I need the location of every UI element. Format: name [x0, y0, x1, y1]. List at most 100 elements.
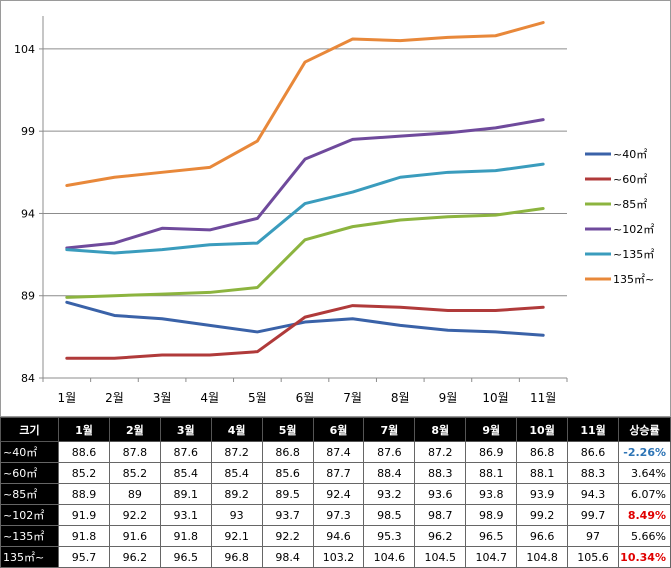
table-cell: 93.9 — [516, 483, 569, 505]
table-header-cell: 상승률 — [618, 417, 671, 442]
table-header-cell: 크기 — [0, 417, 59, 442]
table-header-cell: 1월 — [58, 417, 110, 442]
x-tick-label: 5월 — [248, 391, 267, 405]
table-cell: 85.4 — [210, 462, 263, 484]
table-cell: 87.8 — [108, 441, 161, 463]
table-header-row: 크기 1월 2월 3월 4월 5월 6월 7월 8월 9월 10월 11월 상승률 — [0, 417, 671, 442]
line-chart: 84 89 94 99 104 1월 2월 3월 4월 5월 6월 7월 8월 9월 10월 11월 ~40㎡ ~… — [0, 0, 671, 417]
table-cell: 86.9 — [465, 441, 518, 463]
x-tick-label: 9월 — [439, 391, 458, 405]
x-tick-label: 8월 — [391, 391, 410, 405]
y-tick-label: 89 — [21, 290, 35, 303]
table-row-label: 135㎡~ — [0, 546, 59, 568]
x-tick-label: 2월 — [105, 391, 124, 405]
table-cell: 104.5 — [414, 546, 467, 568]
table-cell: 89.5 — [261, 483, 314, 505]
table-cell: 95.3 — [363, 525, 416, 547]
table-header-cell: 9월 — [465, 417, 518, 442]
series-line-1 — [65, 304, 545, 360]
table-cell: 95.7 — [58, 546, 110, 568]
table-cell: 93.6 — [414, 483, 467, 505]
legend-label-0: ~40㎡ — [613, 148, 647, 161]
table-rate-cell: 3.64% — [618, 462, 671, 484]
table-cell: 91.6 — [108, 525, 161, 547]
table-row: ~40㎡ 88.6 87.8 87.6 87.2 86.8 87.4 87.6 87.2 86.9… — [0, 441, 671, 463]
table-header-cell: 8월 — [414, 417, 467, 442]
table-row: ~135㎡ 91.8 91.6 91.8 92.1 92.2 94.6 95.3 96.2 96.… — [0, 525, 671, 547]
table-cell: 94.6 — [312, 525, 365, 547]
series-line-2 — [65, 207, 545, 299]
legend-label-2: ~85㎡ — [613, 198, 647, 211]
table-cell: 87.2 — [414, 441, 467, 463]
table-cell: 93.8 — [465, 483, 518, 505]
table-cell: 92.2 — [108, 504, 161, 526]
table-row: ~85㎡ 88.9 89 89.1 89.2 89.5 92.4 93.2 93.6 93.8 93… — [0, 483, 671, 505]
table-rate-cell: -2.26% — [618, 441, 671, 463]
legend-label-5: 135㎡~ — [613, 273, 654, 286]
table-row: 135㎡~ 95.7 96.2 96.5 96.8 98.4 103.2 104.6 104.5… — [0, 546, 671, 568]
y-tick-label: 94 — [21, 207, 35, 220]
table-rate-cell: 8.49% — [618, 504, 671, 526]
table-cell: 85.2 — [108, 462, 161, 484]
table-cell: 98.4 — [261, 546, 314, 568]
table-cell: 88.3 — [414, 462, 467, 484]
table-header-cell: 10월 — [516, 417, 569, 442]
table-cell: 87.6 — [363, 441, 416, 463]
data-table: 크기 1월 2월 3월 4월 5월 6월 7월 8월 9월 10월 11월 상승률 ~40㎡ 88.6 87… — [0, 417, 671, 568]
legend-label-1: ~60㎡ — [613, 173, 647, 186]
table-cell: 86.8 — [516, 441, 569, 463]
table-rate-cell: 10.34% — [618, 546, 671, 568]
x-tick-label: 10월 — [482, 391, 508, 405]
x-tick-label: 11월 — [530, 391, 556, 405]
table-cell: 98.5 — [363, 504, 416, 526]
x-tick-label: 3월 — [153, 391, 172, 405]
table-cell: 87.4 — [312, 441, 365, 463]
x-tick-label: 6월 — [296, 391, 315, 405]
table-cell: 103.2 — [312, 546, 365, 568]
table-cell: 93.7 — [261, 504, 314, 526]
table-rate-cell: 5.66% — [618, 525, 671, 547]
table-header-cell: 4월 — [210, 417, 263, 442]
table-cell: 105.6 — [567, 546, 619, 568]
table-cell: 93.2 — [363, 483, 416, 505]
table-header-cell: 3월 — [159, 417, 212, 442]
table-cell: 96.2 — [414, 525, 467, 547]
table-cell: 91.9 — [58, 504, 110, 526]
table-cell: 93.1 — [159, 504, 212, 526]
table-cell: 96.5 — [159, 546, 212, 568]
table-cell: 94.3 — [567, 483, 619, 505]
table-row-label: ~60㎡ — [0, 462, 59, 484]
chart-svg: 84 89 94 99 104 1월 2월 3월 4월 5월 6월 7월 8월 9월 10월 11월 ~40㎡ ~… — [14, 16, 654, 405]
legend-label-4: ~135㎡ — [613, 248, 654, 261]
table-cell: 97 — [567, 525, 619, 547]
table-row: ~102㎡ 91.9 92.2 93.1 93 93.7 97.3 98.5 98.7 98.9 9… — [0, 504, 671, 526]
table-cell: 89 — [108, 483, 161, 505]
table-cell: 89.1 — [159, 483, 212, 505]
table-cell: 91.8 — [159, 525, 212, 547]
series-line-3 — [65, 118, 545, 250]
table-cell: 96.5 — [465, 525, 518, 547]
table-cell: 85.6 — [261, 462, 314, 484]
table-rate-cell: 6.07% — [618, 483, 671, 505]
table-cell: 98.9 — [465, 504, 518, 526]
table-cell: 85.2 — [58, 462, 110, 484]
table-row-label: ~135㎡ — [0, 525, 59, 547]
table-cell: 87.2 — [210, 441, 263, 463]
table-body: ~40㎡ 88.6 87.8 87.6 87.2 86.8 87.4 87.6 87.2 86.9… — [0, 441, 671, 568]
table-row: ~60㎡ 85.2 85.2 85.4 85.4 85.6 87.7 88.4 88.3 88.1… — [0, 462, 671, 484]
table-cell: 93 — [210, 504, 263, 526]
table-cell: 92.1 — [210, 525, 263, 547]
y-tick-label: 99 — [21, 125, 35, 138]
table-header-cell: 2월 — [108, 417, 161, 442]
table-cell: 91.8 — [58, 525, 110, 547]
table-cell: 96.8 — [210, 546, 263, 568]
table-cell: 96.2 — [108, 546, 161, 568]
table-cell: 87.6 — [159, 441, 212, 463]
table-cell: 88.3 — [567, 462, 619, 484]
table-cell: 88.1 — [465, 462, 518, 484]
table-cell: 88.4 — [363, 462, 416, 484]
table-header-cell: 7월 — [363, 417, 416, 442]
table-cell: 99.2 — [516, 504, 569, 526]
table-cell: 88.9 — [58, 483, 110, 505]
table-cell: 98.7 — [414, 504, 467, 526]
